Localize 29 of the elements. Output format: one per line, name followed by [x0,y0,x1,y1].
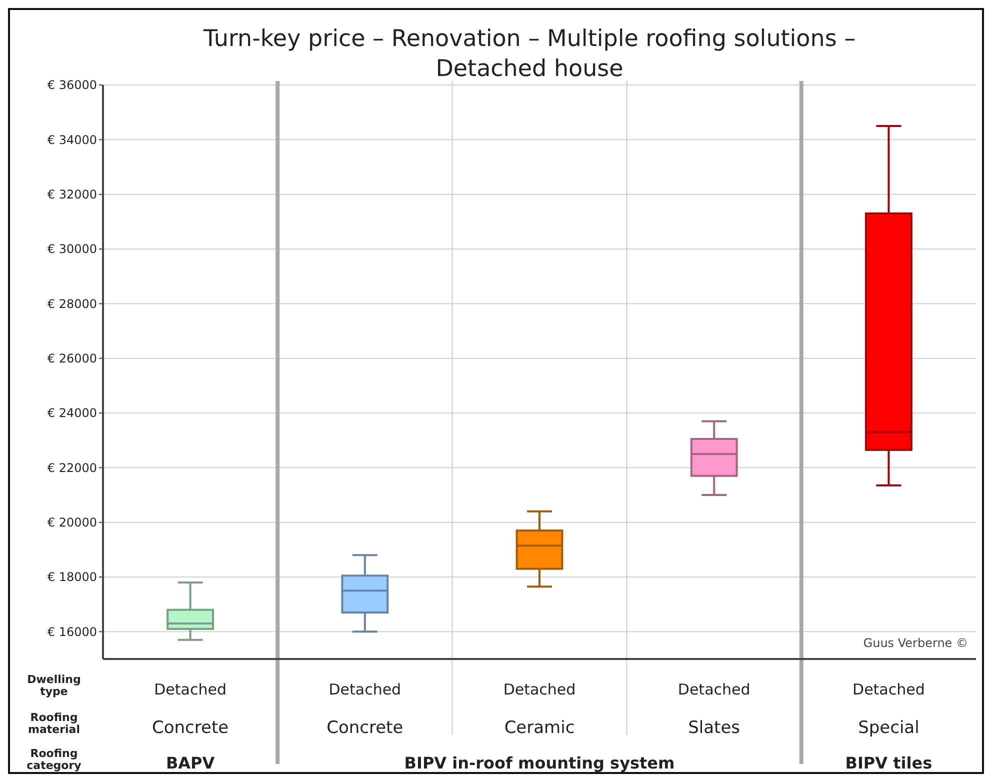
text: Dwelling type [27,673,81,698]
x-tick-label: Slates [688,718,740,738]
text: Detached [852,680,925,698]
text: BIPV in-roof mounting system [404,754,675,773]
text: Detached [154,680,226,698]
text: Detached [328,680,402,698]
x-tick-label: Concrete [152,718,229,738]
text: BAPV [166,754,216,773]
text: Detached [678,680,750,698]
y-tick-label: € 36000 [47,78,97,92]
y-tick-label: € 32000 [47,188,97,202]
x-tick-label: Concrete [326,718,404,738]
chart-title: Turn-key price – Renovation – Multiple roofing solutions – Detached house [202,26,856,82]
x-tick-label: Ceramic [504,718,575,738]
y-tick-label: € 24000 [47,406,97,420]
text: BIPV tiles [845,754,932,773]
y-tick-label: € 16000 [47,624,97,639]
text: Detached [503,680,576,698]
text: Roofing material [28,711,80,736]
y-tick-label: € 30000 [47,242,97,256]
y-tick-label: € 18000 [47,570,97,584]
y-tick-label: € 22000 [47,460,97,475]
y-tick-label: € 20000 [47,516,97,530]
annotation: Guus Verberne © [863,636,968,650]
text: Roofing category [26,747,82,772]
y-tick-label: € 28000 [47,296,97,311]
y-tick-label: € 34000 [47,132,97,147]
y-tick-label: € 26000 [47,352,97,366]
x-tick-label: Special [858,718,920,738]
